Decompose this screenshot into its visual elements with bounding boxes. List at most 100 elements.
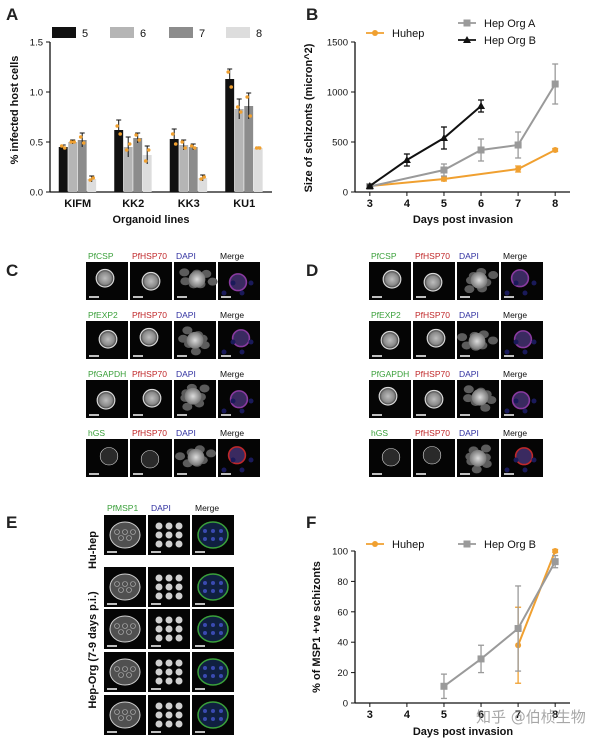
- chart-a-bar: [68, 142, 78, 192]
- dapi-nucleus: [165, 702, 173, 710]
- merge-nucleus: [513, 398, 519, 404]
- msp1-merozoite: [130, 666, 136, 672]
- nucleus-blob: [457, 333, 468, 342]
- dapi-nucleus: [165, 592, 173, 600]
- chart-a-replicate-dot: [118, 132, 122, 136]
- micrograph-e-header: Merge: [195, 503, 219, 513]
- merge-nucleus: [221, 349, 227, 355]
- chart-b-y-axis-label: Size of schizonts (micron^2): [303, 43, 315, 192]
- merge-nucleus: [239, 290, 245, 296]
- micrograph-channel-label: PfCSP: [371, 251, 397, 261]
- chart-a-replicate-dot: [180, 140, 184, 144]
- dapi-nucleus: [165, 711, 173, 719]
- chart-b-legend-marker: [463, 19, 471, 27]
- chart-b-data-point: [514, 141, 522, 149]
- chart-a-replicate-dot: [189, 144, 194, 148]
- micrograph-channel-label: DAPI: [459, 251, 479, 261]
- merge-schizont: [197, 658, 229, 686]
- msp1-signal: [109, 701, 141, 729]
- chart-b-x-tick-label: 4: [404, 198, 411, 210]
- micrograph-channel-label: DAPI: [459, 428, 479, 438]
- merge-e-nucleus: [219, 674, 223, 678]
- nucleus-blob: [487, 336, 498, 345]
- chart-f-x-axis-label: Days post invasion: [413, 726, 514, 738]
- chart-a-replicate-dot: [62, 146, 67, 150]
- chart-a-replicate-dot: [134, 133, 138, 137]
- nucleus-blob: [463, 394, 474, 403]
- merge-e-nucleus: [203, 537, 207, 541]
- dapi-nucleus: [175, 531, 183, 539]
- chart-a-bar: [87, 179, 97, 192]
- chart-a-legend-label: 5: [82, 28, 88, 40]
- nucleus-blob: [199, 384, 210, 393]
- chart-a-bar: [114, 130, 124, 192]
- chart-b-legend-label: Huhep: [392, 28, 424, 40]
- chart-a-y-tick-label: 1.5: [30, 38, 43, 49]
- parasite-signal: [98, 329, 118, 349]
- chart-a-replicate-dot: [170, 132, 175, 136]
- chart-f-data-point: [440, 682, 448, 690]
- dapi-nucleus: [165, 616, 173, 624]
- msp1-merozoite: [118, 715, 124, 721]
- dapi-nucleus: [175, 625, 183, 633]
- chart-a-x-axis-label: Organoid lines: [112, 214, 189, 226]
- chart-a-y-tick-label: 0.0: [30, 188, 43, 199]
- merge-e-nucleus: [211, 709, 215, 713]
- chart-b-legend-marker: [463, 36, 471, 43]
- chart-a-replicate-dot: [124, 148, 129, 152]
- dapi-nucleus: [155, 677, 163, 685]
- parasite-signal: [381, 448, 401, 467]
- dapi-nucleus: [165, 625, 173, 633]
- micrograph-channel-label: Merge: [220, 428, 244, 438]
- msp1-merozoite: [114, 666, 120, 672]
- chart-f-x-tick-label: 5: [441, 709, 447, 721]
- panel-letter-c: C: [6, 261, 18, 280]
- merge-e-nucleus: [203, 623, 207, 627]
- chart-a-replicate-dot: [226, 70, 230, 74]
- chart-b-series-line: [369, 149, 556, 187]
- chart-f-legend-label: Hep Org B: [484, 539, 536, 551]
- chart-f-y-tick-label: 40: [337, 638, 348, 649]
- chart-b-y-tick-label: 1500: [327, 38, 348, 49]
- micrograph-panel-d: PfCSP PfHSP70 DAPI Merge PfEXP2 PfHSP70 DAPI Me…: [369, 251, 543, 477]
- nucleus-blob: [480, 444, 491, 453]
- merge-nucleus: [230, 457, 236, 463]
- parasite-signal: [380, 330, 400, 350]
- dapi-nucleus: [175, 659, 183, 667]
- merge-nucleus: [248, 398, 254, 404]
- chart-f-y-tick-label: 100: [332, 547, 348, 558]
- chart-a-bar: [133, 138, 143, 192]
- micrograph-channel-label: PfHSP70: [132, 428, 167, 438]
- nucleus-blob: [463, 385, 474, 394]
- chart-a-category-label: KU1: [233, 198, 255, 210]
- dapi-nucleus: [155, 531, 163, 539]
- chart-a-replicate-dot: [88, 178, 92, 182]
- nucleus-blob: [464, 285, 475, 294]
- chart-b-legend-marker: [372, 30, 378, 36]
- chart-a-replicate-dot: [81, 141, 86, 145]
- panel-letter-b: B: [306, 5, 318, 24]
- merge-schizont: [197, 701, 229, 729]
- merge-e-nucleus: [211, 717, 215, 721]
- chart-a-replicate-dot: [78, 135, 83, 139]
- nucleus-blob: [486, 395, 497, 404]
- msp1-signal: [109, 658, 141, 686]
- dapi-nucleus: [175, 522, 183, 530]
- msp1-merozoite: [118, 629, 124, 635]
- chart-a-replicate-dot: [173, 142, 178, 146]
- merge-nucleus: [504, 349, 510, 355]
- nucleus-blob: [182, 326, 193, 335]
- merge-schizont: [197, 573, 229, 601]
- dapi-nucleus: [165, 583, 173, 591]
- merge-e-nucleus: [203, 589, 207, 593]
- micrograph-channel-label: DAPI: [459, 310, 479, 320]
- micrograph-panel-e: Hu-hep Hep-Org (7-9 days p.i.) PfMSP1 DAP…: [87, 503, 234, 735]
- micrograph-channel-label: PfGAPDH: [88, 369, 126, 379]
- msp1-merozoite: [122, 529, 128, 535]
- chart-a-bar: [77, 140, 87, 192]
- dapi-nucleus: [165, 540, 173, 548]
- dapi-nucleus: [175, 634, 183, 642]
- parasite-signal: [96, 390, 116, 410]
- dapi-nucleus: [175, 668, 183, 676]
